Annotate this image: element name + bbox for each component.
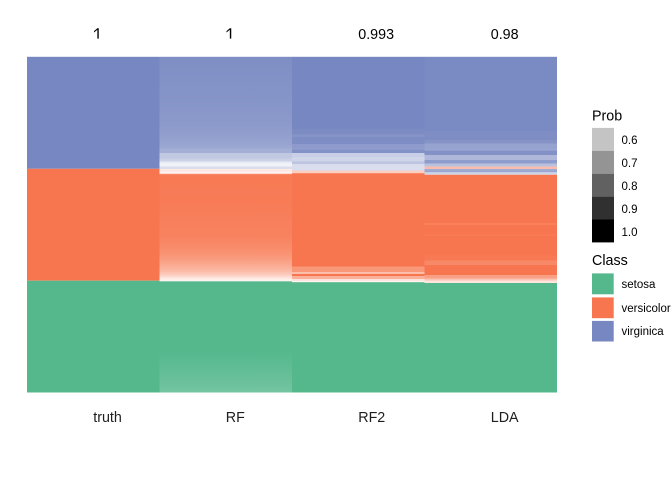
svg-text:0.8: 0.8 (622, 181, 638, 193)
svg-text:virginica: virginica (622, 326, 665, 338)
svg-text:versicolor: versicolor (622, 303, 671, 315)
svg-text:RF2: RF2 (358, 410, 385, 426)
svg-text:truth: truth (93, 410, 122, 426)
svg-text:0.993: 0.993 (358, 27, 394, 43)
svg-text:Prob: Prob (592, 108, 622, 124)
svg-text:0.9: 0.9 (622, 204, 638, 216)
svg-text:0.7: 0.7 (622, 158, 638, 170)
svg-text:0.98: 0.98 (491, 27, 519, 43)
svg-text:0.6: 0.6 (622, 135, 638, 147)
svg-text:1.0: 1.0 (622, 227, 638, 239)
svg-text:RF: RF (226, 410, 245, 426)
svg-text:setosa: setosa (622, 279, 656, 291)
svg-text:LDA: LDA (491, 410, 519, 426)
svg-text:Class: Class (592, 253, 628, 269)
